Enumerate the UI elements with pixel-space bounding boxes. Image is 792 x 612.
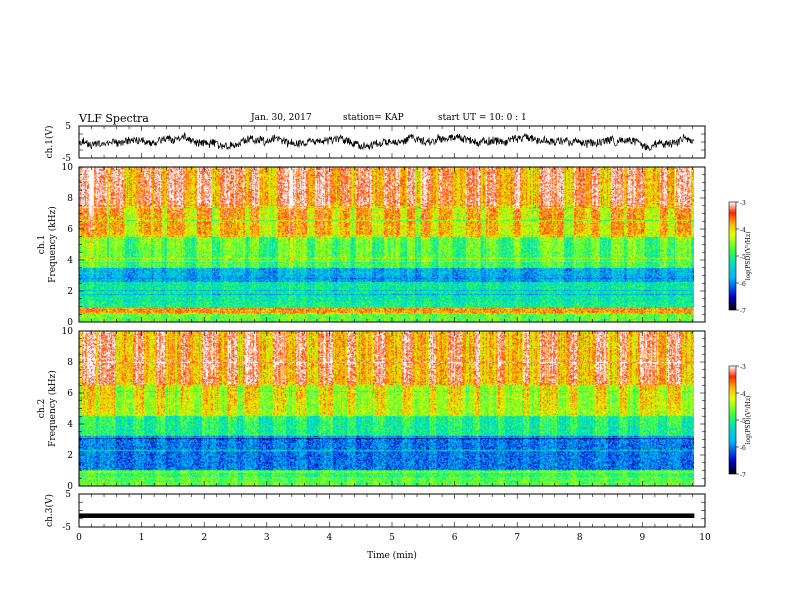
- y-tick-label: 4: [67, 256, 73, 266]
- y-tick-label: 0: [67, 318, 73, 328]
- x-tick-label: 5: [389, 533, 395, 543]
- y-tick-label: 10: [62, 163, 74, 173]
- spectrogram-ch1-colorbar-label: log(PSD)(V²/Hz): [745, 232, 752, 281]
- colorbar-tick-label: -6: [740, 445, 746, 452]
- figure-title: VLF Spectra: [79, 112, 149, 125]
- x-tick-label: 2: [201, 533, 207, 543]
- y-tick-label: 10: [62, 327, 74, 337]
- x-tick-label: 6: [452, 533, 458, 543]
- waveform-ch3-trace: [79, 513, 695, 518]
- waveform-traces: [78, 131, 695, 518]
- y-tick-label: 5: [65, 490, 71, 500]
- colorbar-tick-label: -6: [740, 281, 746, 288]
- x-tick-label: 10: [699, 533, 711, 543]
- waveform-ch1-ylabel: ch.1(V): [44, 126, 55, 159]
- waveform-ch1-trace: [78, 131, 695, 151]
- y-tick-label: 6: [67, 389, 73, 399]
- spectrogram-ch1-colorbar: [728, 201, 737, 311]
- x-tick-label: 9: [640, 533, 646, 543]
- x-tick-label: 8: [577, 533, 583, 543]
- header-start-time: start UT = 10: 0 : 1: [438, 113, 527, 123]
- colorbar-tick-label: -3: [740, 200, 746, 207]
- header-date: Jan. 30, 2017: [251, 113, 312, 123]
- y-tick-label: 0: [67, 482, 73, 492]
- spectrogram-images: [79, 167, 694, 486]
- y-tick-label: 2: [67, 451, 73, 461]
- spectrogram-ch1-image: [79, 167, 694, 322]
- colorbar-tick-label: -4: [740, 227, 746, 234]
- y-tick-label: 2: [67, 287, 73, 297]
- header-station: station= KAP: [343, 113, 404, 123]
- spectrogram-ch1-ylabel: Frequency (kHz): [47, 206, 58, 283]
- colorbar-tick-label: -4: [740, 391, 746, 398]
- colorbar-tick-label: -5: [740, 254, 746, 261]
- x-tick-label: 7: [514, 533, 520, 543]
- x-tick-label: 3: [264, 533, 270, 543]
- spectrogram-ch2-image: [79, 331, 694, 486]
- spectrogram-ch1-channel-label: ch.1: [37, 235, 47, 254]
- x-axis-label: Time (min): [367, 550, 417, 561]
- colorbar-tick-label: -5: [740, 418, 746, 425]
- x-tick-label: 4: [327, 533, 333, 543]
- colorbar-tick-label: -7: [740, 308, 746, 315]
- y-tick-label: -5: [62, 523, 71, 533]
- spectrogram-ch2-ylabel: Frequency (kHz): [47, 370, 58, 447]
- y-tick-label: 8: [67, 358, 73, 368]
- y-tick-label: 5: [65, 122, 71, 132]
- y-tick-label: 8: [67, 194, 73, 204]
- y-tick-label: -5: [62, 154, 71, 164]
- axes: [78, 125, 739, 528]
- colorbar-tick-label: -3: [740, 364, 746, 371]
- y-tick-label: 6: [67, 225, 73, 235]
- x-tick-label: 1: [139, 533, 145, 543]
- spectrogram-ch2-colorbar: [728, 365, 737, 475]
- waveform-ch3-ylabel: ch.3(V): [44, 494, 55, 527]
- y-tick-label: 4: [67, 420, 73, 430]
- spectrogram-ch2-channel-label: ch.2: [37, 399, 47, 418]
- colorbar-tick-label: -7: [740, 472, 746, 479]
- spectrogram-ch2-colorbar-label: log(PSD)(V²/Hz): [745, 396, 752, 445]
- x-tick-label: 0: [76, 533, 82, 543]
